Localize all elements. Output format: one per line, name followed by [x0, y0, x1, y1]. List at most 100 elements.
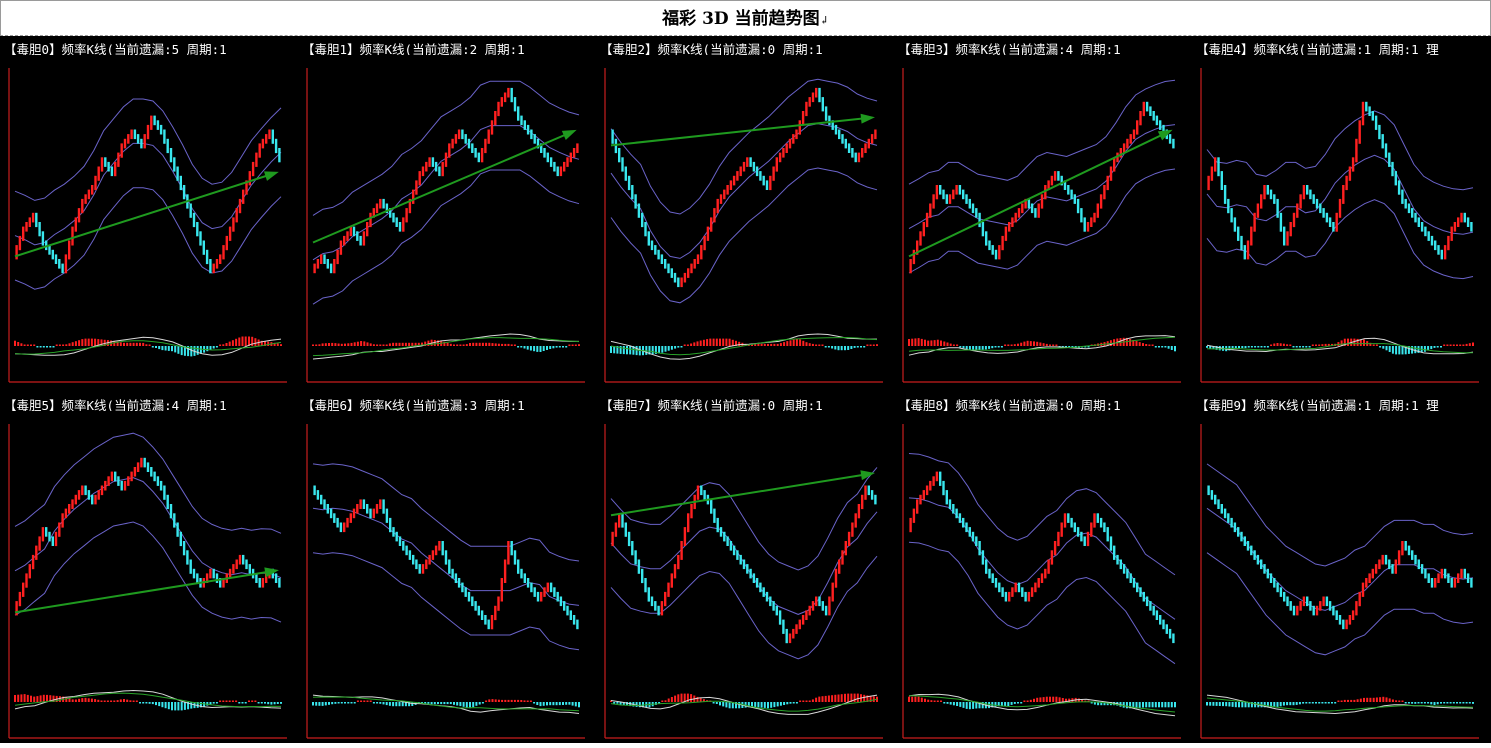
osc-bar [190, 346, 193, 357]
osc-bar [1282, 343, 1285, 346]
candle [1322, 596, 1325, 607]
candle [1332, 605, 1335, 616]
candle [1223, 508, 1227, 519]
osc-bar [145, 702, 148, 704]
osc-bar [834, 694, 837, 702]
candle [25, 222, 28, 232]
candle [123, 480, 127, 491]
candle [448, 143, 451, 158]
candle [798, 619, 801, 630]
candle [372, 208, 375, 218]
candle [513, 97, 517, 112]
osc-bar [1472, 702, 1474, 704]
osc-bar [312, 702, 314, 706]
osc-bar [1234, 702, 1237, 708]
candle [100, 157, 104, 172]
osc-bar [940, 700, 942, 702]
candle [861, 494, 864, 510]
candle [398, 536, 402, 546]
osc-bar [1395, 346, 1398, 355]
candle [680, 277, 683, 288]
osc-bar [315, 702, 318, 706]
osc-bar [1212, 346, 1215, 350]
osc-bar [956, 702, 959, 706]
candle [765, 591, 769, 602]
osc-bar [1017, 702, 1019, 704]
candle [530, 129, 533, 140]
candle [192, 568, 196, 579]
osc-bar [1122, 702, 1125, 708]
osc-bar [421, 342, 423, 346]
osc-bar [815, 697, 818, 702]
osc-bar [97, 699, 100, 702]
osc-bar [529, 700, 532, 702]
osc-bar [340, 343, 343, 346]
candle [1414, 554, 1417, 565]
candle [366, 222, 369, 237]
candle [1050, 175, 1054, 186]
osc-bar [696, 696, 699, 702]
candle [641, 212, 644, 228]
candle [1391, 161, 1394, 177]
osc-bar [747, 702, 750, 708]
candle [631, 185, 634, 200]
candle [844, 541, 847, 556]
candle [867, 138, 870, 149]
osc-bar [453, 344, 455, 346]
candle [553, 587, 556, 597]
osc-bar [1218, 702, 1221, 706]
osc-bar [360, 341, 363, 346]
osc-bar [808, 700, 811, 702]
osc-bar [930, 340, 933, 346]
candle [1004, 591, 1008, 602]
candle [631, 541, 634, 556]
osc-bar [276, 702, 279, 704]
osc-bar [158, 702, 161, 707]
osc-bar [206, 346, 209, 352]
candle [536, 138, 540, 149]
osc-bar [497, 343, 500, 346]
candle [1119, 148, 1122, 158]
osc-bar [1206, 346, 1208, 348]
candle [182, 541, 186, 556]
osc-bar [273, 702, 276, 705]
candle [91, 494, 94, 505]
candle [1273, 578, 1276, 588]
osc-bar [344, 702, 346, 704]
osc-bar [984, 346, 987, 350]
osc-bar [1446, 344, 1449, 346]
osc-green-line [312, 337, 580, 357]
candle [1126, 568, 1129, 579]
candle [1466, 573, 1470, 583]
lower-band-line [312, 169, 580, 305]
osc-green-line [14, 340, 282, 355]
candle [136, 134, 140, 144]
candle [1447, 573, 1450, 583]
osc-bar [994, 346, 997, 348]
candle [104, 157, 107, 167]
candle [1017, 208, 1021, 218]
osc-bar [446, 702, 449, 705]
osc-bar [241, 702, 244, 704]
osc-bar [23, 344, 26, 346]
osc-bar [1026, 700, 1029, 702]
candle [1240, 235, 1243, 251]
osc-bar [257, 702, 260, 704]
osc-bar [46, 346, 48, 348]
candle [673, 564, 677, 579]
candle [1453, 222, 1457, 232]
candle [962, 517, 965, 528]
osc-bar [686, 344, 689, 346]
osc-bar [574, 344, 577, 346]
osc-bar [507, 699, 510, 702]
osc-bar [517, 699, 520, 702]
candle [123, 138, 127, 149]
candle [1109, 536, 1113, 551]
osc-bar [347, 702, 350, 704]
candle [143, 134, 146, 149]
candle [821, 97, 824, 112]
candle [1414, 212, 1417, 223]
candle [1004, 226, 1008, 241]
osc-bar [818, 344, 821, 346]
osc-bar [1404, 346, 1407, 355]
